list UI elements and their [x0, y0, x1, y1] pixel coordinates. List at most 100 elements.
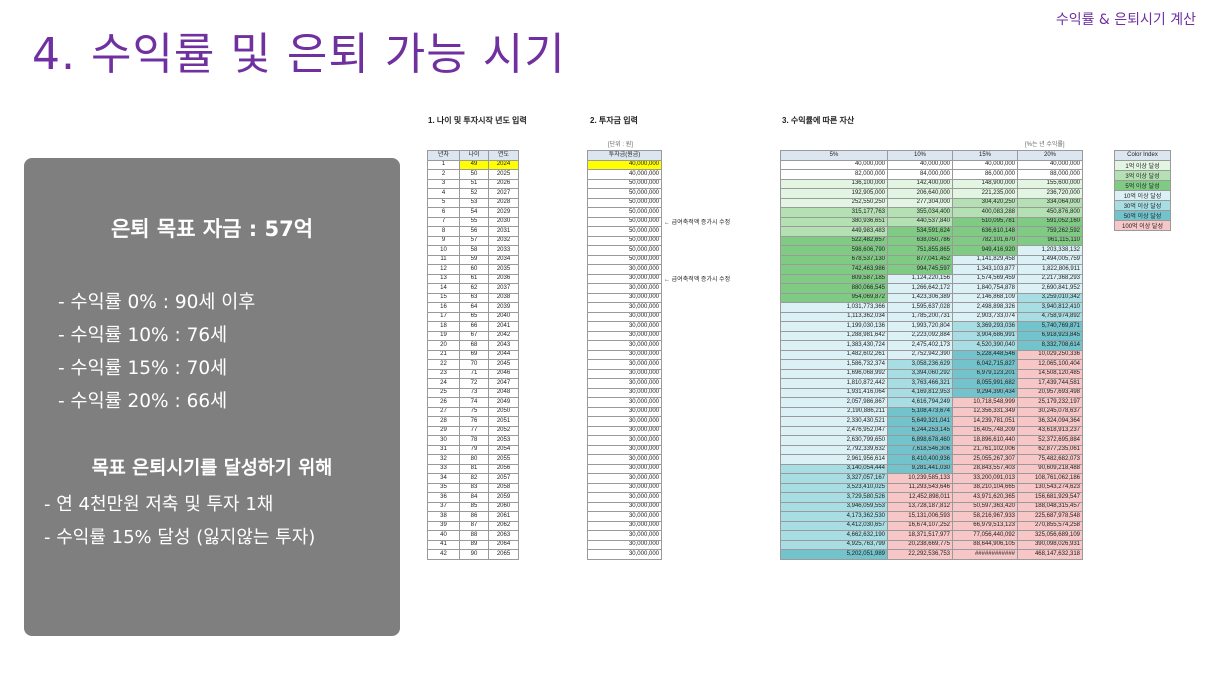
- age-cell: 50: [459, 169, 489, 180]
- table-row: 4,412,030,657 16,674,107,252 66,979,513,12…: [780, 520, 1083, 531]
- asset-cell: 3,259,010,342: [1017, 292, 1083, 303]
- asset-cell: 325,056,689,109: [1017, 530, 1083, 541]
- principal-cell: 30,000,000: [587, 330, 662, 341]
- age-cell: 86: [459, 511, 489, 522]
- table-row: 22 70 2045: [427, 359, 519, 370]
- table-row: 50,000,000: [587, 207, 662, 218]
- table-row: 50,000,000: [587, 254, 662, 265]
- age-cell: 80: [459, 454, 489, 465]
- year-index-cell: 30: [427, 435, 460, 446]
- asset-cell: 5,649,321,041: [887, 416, 953, 427]
- asset-cell: 954,069,872: [780, 292, 888, 303]
- year-cell: 2042: [488, 330, 519, 341]
- year-index-cell: 14: [427, 283, 460, 294]
- table-row: 41 89 2064: [427, 539, 519, 550]
- asset-cell: 522,482,657: [780, 235, 888, 246]
- asset-cell: 1,199,030,136: [780, 321, 888, 332]
- table-row: 30 78 2053: [427, 435, 519, 446]
- year-index-cell: 5: [427, 197, 460, 208]
- asset-cell: 236,720,000: [1017, 188, 1083, 199]
- table-row: 10 58 2033: [427, 245, 519, 256]
- age-cell: 73: [459, 387, 489, 398]
- asset-cell: 1,696,068,992: [780, 368, 888, 379]
- year-cell: 2061: [488, 511, 519, 522]
- age-cell: 75: [459, 406, 489, 417]
- principal-cell: 50,000,000: [587, 178, 662, 189]
- table-row: 30,000,000: [587, 511, 662, 522]
- table-row: 40 88 2063: [427, 530, 519, 541]
- year-index-cell: 27: [427, 406, 460, 417]
- age-cell: 53: [459, 197, 489, 208]
- legend-item: 100억 이상 달성: [1114, 219, 1171, 231]
- col-header-year-index: 년차: [427, 150, 460, 161]
- col-header-rate-10: 10%: [887, 150, 953, 161]
- age-cell: 61: [459, 273, 489, 284]
- asset-cell: 5,202,051,989: [780, 549, 888, 560]
- asset-cell: 252,550,250: [780, 197, 888, 208]
- age-cell: 60: [459, 264, 489, 275]
- section-invest-label: 2. 투자금 입력: [590, 116, 638, 125]
- year-cell: 2028: [488, 197, 519, 208]
- year-cell: 2052: [488, 425, 519, 436]
- asset-cell: 742,463,986: [780, 264, 888, 275]
- asset-cell: 16,405,748,209: [952, 425, 1018, 436]
- asset-cell: 62,877,235,061: [1017, 444, 1083, 455]
- asset-cell: 25,055,267,307: [952, 454, 1018, 465]
- year-cell: 2049: [488, 397, 519, 408]
- table-row: 39 87 2062: [427, 520, 519, 531]
- asset-cell: 3,369,293,036: [952, 321, 1018, 332]
- year-index-cell: 37: [427, 501, 460, 512]
- asset-cell: 2,476,952,047: [780, 425, 888, 436]
- asset-cell: 2,792,339,632: [780, 444, 888, 455]
- table-row: 809,587,185 1,124,220,156 1,574,569,459 2,2…: [780, 273, 1083, 284]
- table-row: 192,905,000 206,640,000 221,235,000 236,720…: [780, 188, 1083, 199]
- asset-cell: 8,055,991,682: [952, 378, 1018, 389]
- age-cell: 52: [459, 188, 489, 199]
- year-cell: 2035: [488, 264, 519, 275]
- table-row: 4,662,632,190 18,371,517,977 77,056,440,09…: [780, 530, 1083, 541]
- age-cell: 77: [459, 425, 489, 436]
- table-row: 9 57 2032: [427, 235, 519, 246]
- table-row: 50,000,000: [587, 245, 662, 256]
- year-index-cell: 13: [427, 273, 460, 284]
- col-header-age: 나이: [459, 150, 489, 161]
- table-row: 449,983,483 534,591,624 636,610,148 759,262…: [780, 226, 1083, 237]
- age-cell: 90: [459, 549, 489, 560]
- rate-line: - 수익률 15% : 70세: [58, 358, 228, 379]
- age-cell: 85: [459, 501, 489, 512]
- asset-cell: 148,900,000: [952, 178, 1018, 189]
- legend-item: 5억 이상 달성: [1114, 179, 1171, 191]
- principal-cell: 40,000,000: [587, 159, 662, 170]
- retirement-goal: 은퇴 목표 자금 : 57억: [110, 217, 314, 241]
- table-row: 3,946,059,553 13,728,187,812 50,597,363,42…: [780, 501, 1083, 512]
- invest-table: 투자금(원금) 40,000,000 40,000,000 50,000,000 50…: [587, 150, 662, 560]
- year-index-cell: 6: [427, 207, 460, 218]
- year-index-cell: 2: [427, 169, 460, 180]
- asset-cell: 13,728,187,812: [887, 501, 953, 512]
- table-row: 252,550,250 277,304,000 304,420,250 334,064…: [780, 197, 1083, 208]
- asset-cell: 2,057,986,867: [780, 397, 888, 408]
- table-row: 30,000,000: [587, 349, 662, 360]
- asset-cell: 40,000,000: [952, 159, 1018, 170]
- asset-cell: 84,000,000: [887, 169, 953, 180]
- asset-cell: 1,141,829,458: [952, 254, 1018, 265]
- table-row: 35 83 2058: [427, 482, 519, 493]
- asset-cell: 156,681,929,547: [1017, 492, 1083, 503]
- asset-cell: 3,904,686,991: [952, 330, 1018, 341]
- table-row: 1,383,430,724 2,475,402,173 4,520,390,040 8…: [780, 340, 1083, 351]
- asset-cell: 66,979,513,123: [952, 520, 1018, 531]
- asset-cell: 270,855,574,258: [1017, 520, 1083, 531]
- table-row: 2 50 2025: [427, 169, 519, 180]
- age-cell: 58: [459, 245, 489, 256]
- table-row: 7 55 2030: [427, 216, 519, 227]
- asset-cell: 33,200,091,013: [952, 473, 1018, 484]
- table-row: 2,961,956,614 8,410,400,936 25,055,267,307…: [780, 454, 1083, 465]
- principal-cell: 50,000,000: [587, 216, 662, 227]
- table-row: 16 64 2039: [427, 302, 519, 313]
- table-row: 880,066,545 1,266,642,172 1,840,754,878 2,6…: [780, 283, 1083, 294]
- asset-cell: 355,034,400: [887, 207, 953, 218]
- table-row: 3,140,054,444 9,281,441,030 28,843,557,403…: [780, 463, 1083, 474]
- asset-cell: 5,740,769,871: [1017, 321, 1083, 332]
- col-header-principal: 투자금(원금): [587, 150, 662, 161]
- asset-cell: 2,690,841,952: [1017, 283, 1083, 294]
